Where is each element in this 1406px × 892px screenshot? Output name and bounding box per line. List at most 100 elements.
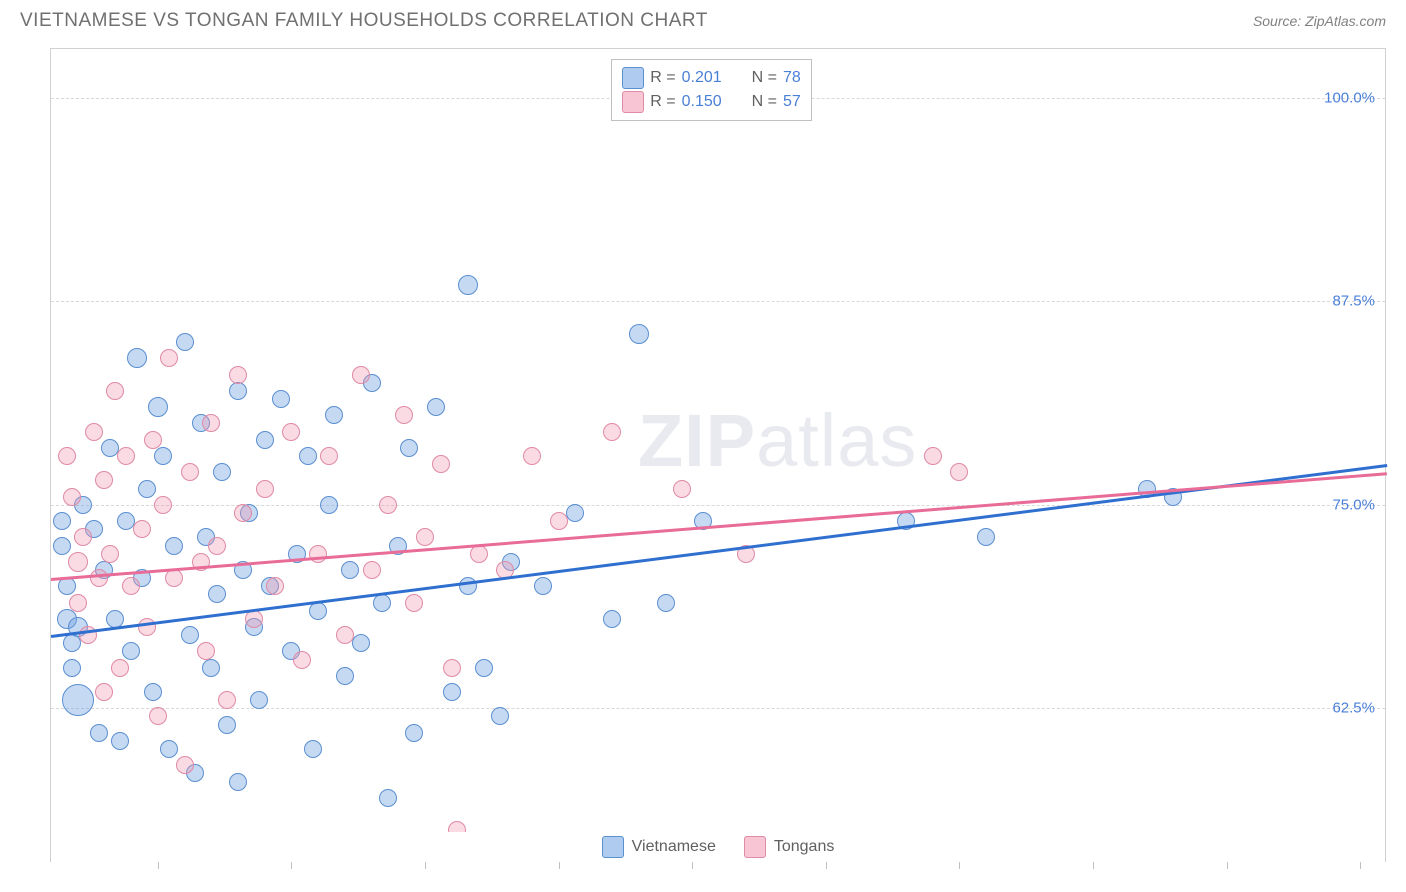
data-point [165, 569, 183, 587]
data-point [534, 577, 552, 595]
y-tick-label: 62.5% [1332, 700, 1375, 717]
source-label: Source: ZipAtlas.com [1253, 13, 1386, 29]
data-point [341, 561, 359, 579]
data-point [181, 463, 199, 481]
data-point [213, 463, 231, 481]
data-point [127, 348, 147, 368]
data-point [197, 642, 215, 660]
data-point [379, 496, 397, 514]
x-tick [826, 861, 827, 869]
plot-area: 62.5%75.0%87.5%100.0% [51, 49, 1385, 861]
data-point [458, 275, 478, 295]
data-point [160, 740, 178, 758]
data-point [673, 480, 691, 498]
data-point [443, 683, 461, 701]
data-point [58, 447, 76, 465]
data-point [58, 577, 76, 595]
data-point [603, 423, 621, 441]
data-point [181, 626, 199, 644]
data-point [309, 602, 327, 620]
data-point [74, 528, 92, 546]
x-tick [692, 861, 693, 869]
data-point [470, 545, 488, 563]
data-point [924, 447, 942, 465]
data-point [176, 756, 194, 774]
data-point [90, 724, 108, 742]
data-point [95, 471, 113, 489]
data-point [272, 390, 290, 408]
stats-legend: R = 0.201 N = 78 R = 0.150 N = 57 [611, 59, 812, 121]
swatch-blue-icon [622, 67, 644, 89]
data-point [95, 683, 113, 701]
data-point [427, 398, 445, 416]
data-point [165, 537, 183, 555]
data-point [432, 455, 450, 473]
data-point [133, 520, 151, 538]
data-point [325, 406, 343, 424]
data-point [62, 684, 94, 716]
data-point [320, 447, 338, 465]
data-point [977, 528, 995, 546]
x-tick [291, 861, 292, 869]
gridline [51, 301, 1385, 302]
chart-title: VIETNAMESE VS TONGAN FAMILY HOUSEHOLDS C… [20, 10, 708, 32]
data-point [443, 659, 461, 677]
data-point [950, 463, 968, 481]
data-point [282, 423, 300, 441]
data-point [352, 366, 370, 384]
x-tick-label-min: 0.0% [57, 840, 91, 857]
data-point [85, 423, 103, 441]
data-point [229, 773, 247, 791]
data-point [395, 406, 413, 424]
data-point [229, 382, 247, 400]
trend-line [51, 472, 1387, 580]
data-point [266, 577, 284, 595]
y-tick-label: 87.5% [1332, 293, 1375, 310]
data-point [229, 366, 247, 384]
data-point [111, 732, 129, 750]
data-point [256, 480, 274, 498]
data-point [603, 610, 621, 628]
data-point [154, 496, 172, 514]
data-point [448, 821, 466, 839]
data-point [208, 537, 226, 555]
data-point [309, 545, 327, 563]
stat-r-label: R = [650, 90, 675, 114]
x-tick [559, 861, 560, 869]
stat-n-label: N = [752, 66, 777, 90]
data-point [160, 349, 178, 367]
data-point [336, 626, 354, 644]
data-point [148, 397, 168, 417]
y-tick-label: 100.0% [1324, 89, 1375, 106]
data-point [138, 480, 156, 498]
data-point [304, 740, 322, 758]
chart-header: VIETNAMESE VS TONGAN FAMILY HOUSEHOLDS C… [0, 0, 1406, 40]
data-point [106, 382, 124, 400]
data-point [122, 577, 140, 595]
stat-r-value-0: 0.201 [682, 66, 722, 90]
x-tick [158, 861, 159, 869]
data-point [69, 594, 87, 612]
data-point [320, 496, 338, 514]
data-point [144, 431, 162, 449]
data-point [122, 642, 140, 660]
data-point [566, 504, 584, 522]
x-tick [1360, 861, 1361, 869]
data-point [250, 691, 268, 709]
x-tick [959, 861, 960, 869]
data-point [202, 659, 220, 677]
data-point [63, 488, 81, 506]
data-point [550, 512, 568, 530]
x-tick-label-max: 25.0% [1332, 840, 1375, 857]
data-point [475, 659, 493, 677]
stat-r-label: R = [650, 66, 675, 90]
data-point [202, 414, 220, 432]
data-point [53, 512, 71, 530]
data-point [117, 447, 135, 465]
data-point [352, 634, 370, 652]
data-point [363, 561, 381, 579]
stat-n-value-0: 78 [783, 66, 801, 90]
data-point [63, 659, 81, 677]
stats-row-0: R = 0.201 N = 78 [622, 66, 801, 90]
data-point [101, 545, 119, 563]
